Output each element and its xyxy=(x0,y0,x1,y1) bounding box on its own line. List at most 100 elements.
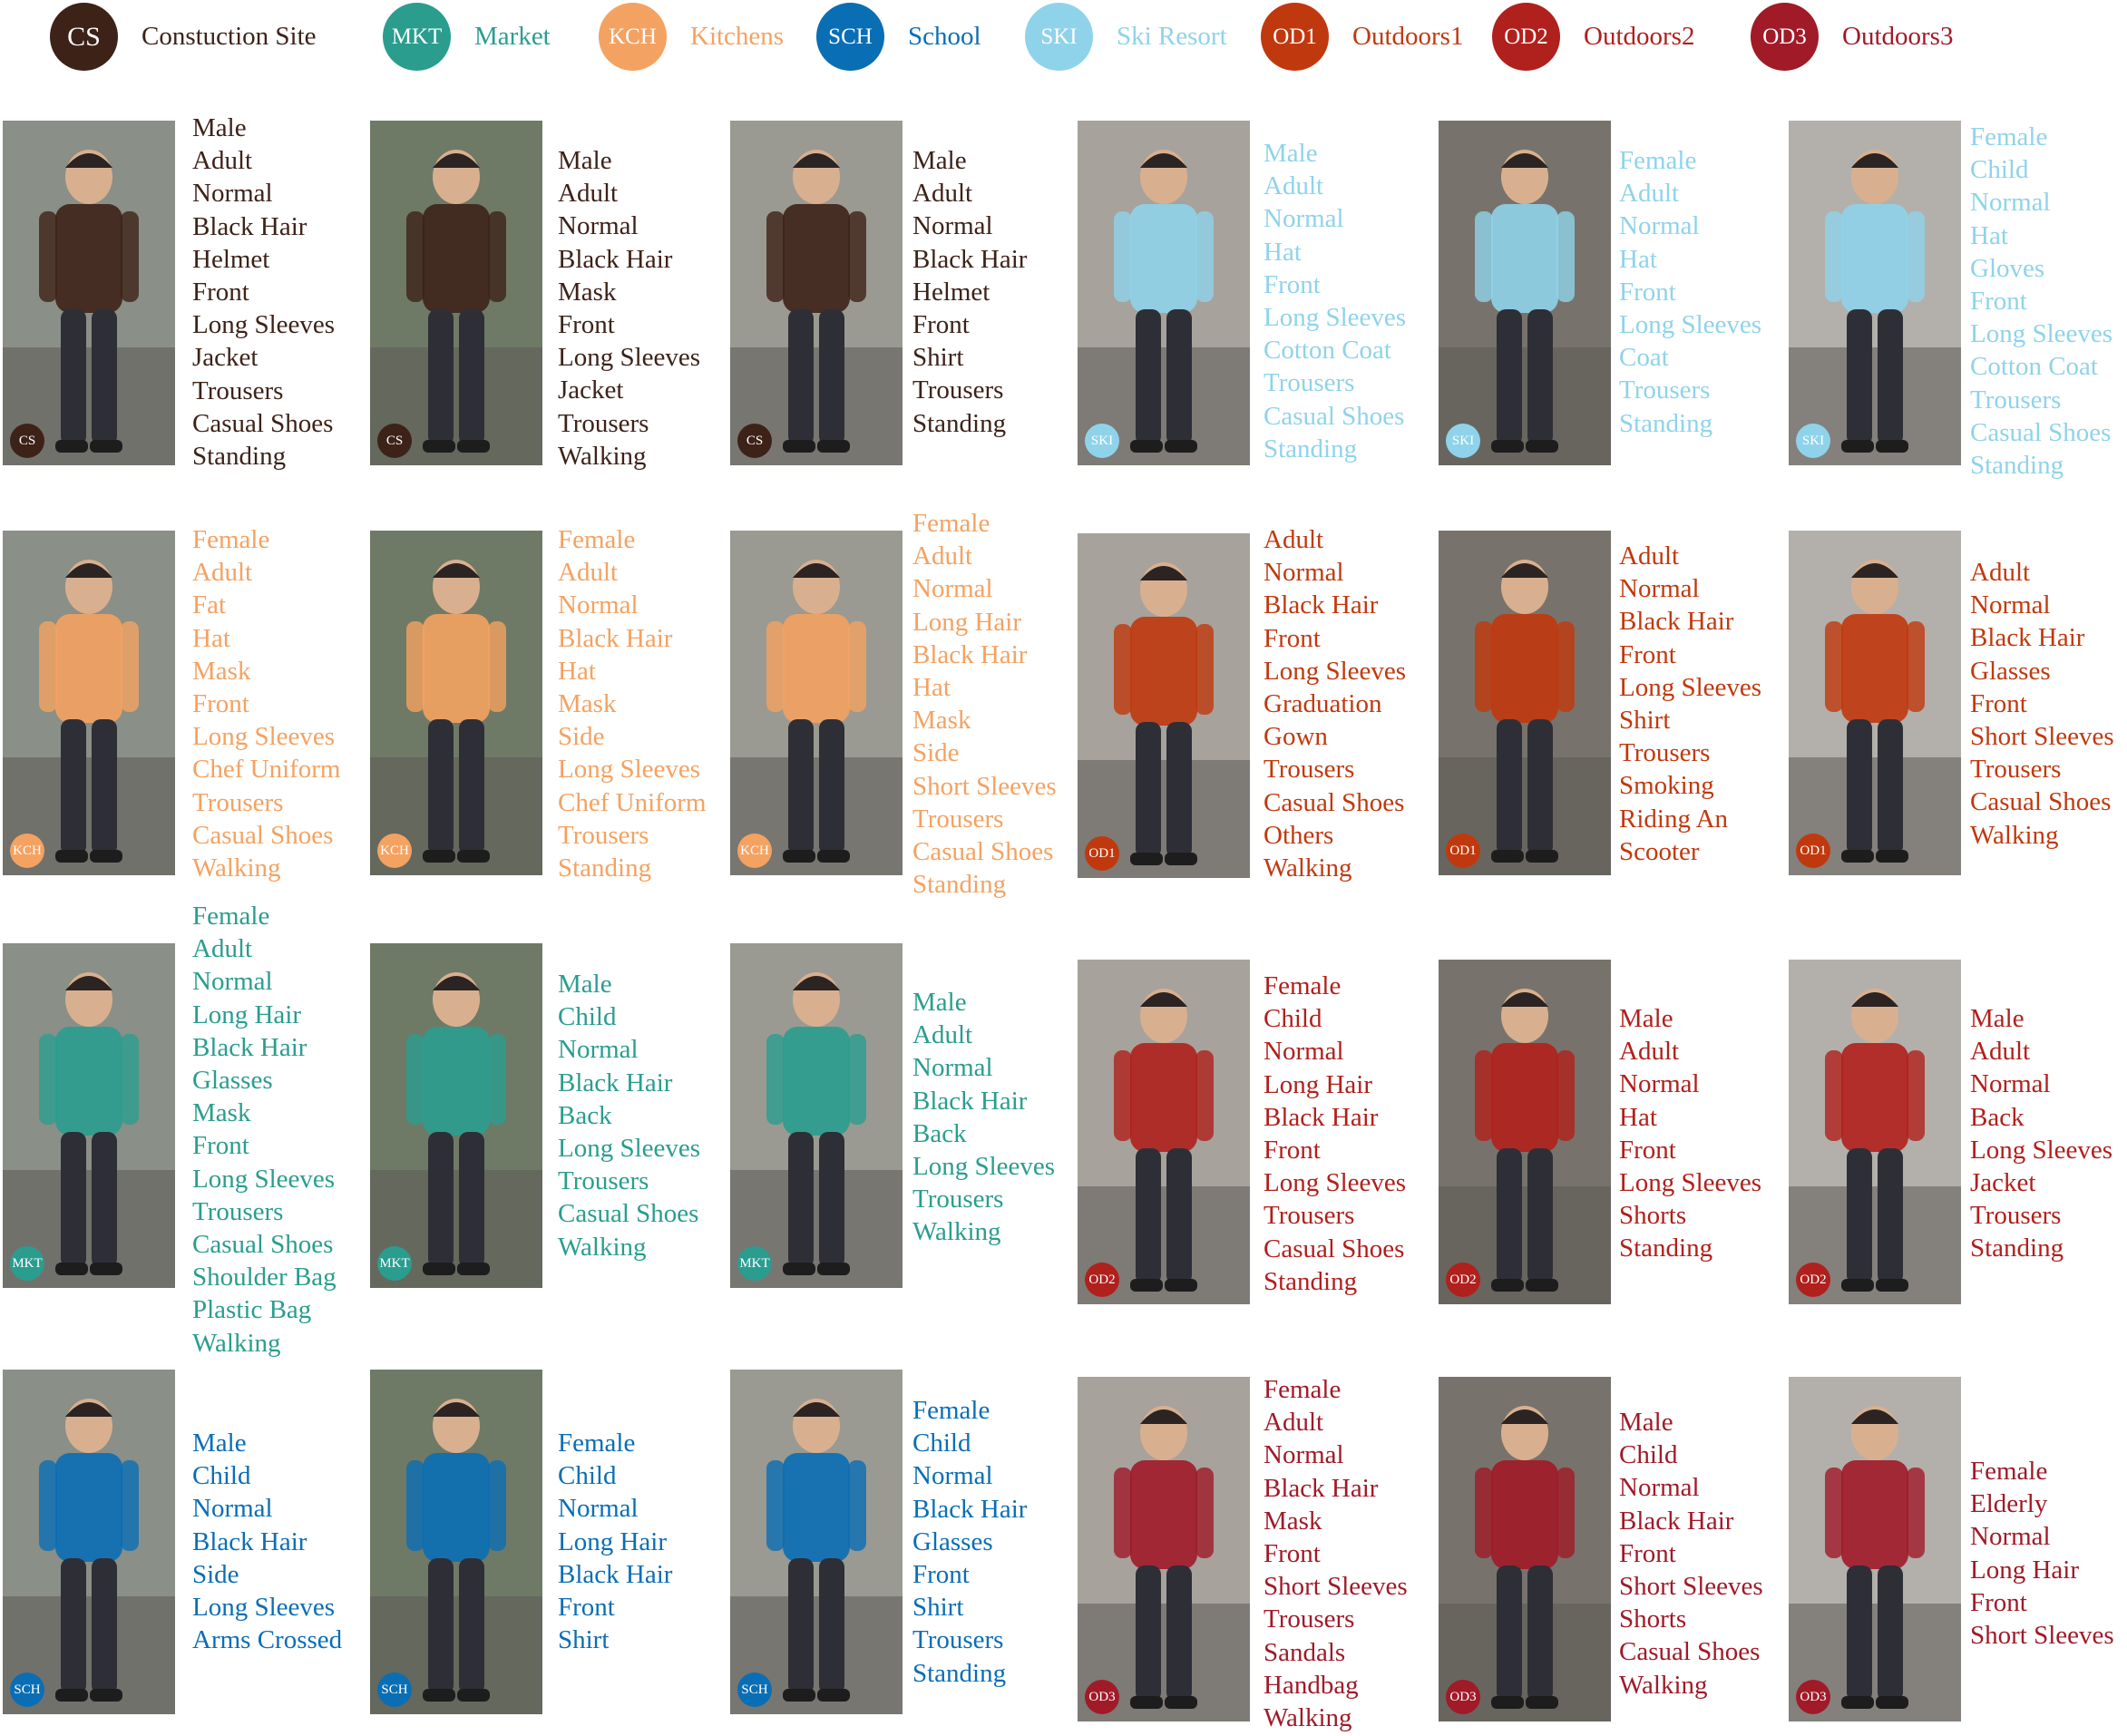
attribute-label: Normal xyxy=(912,1461,993,1491)
attribute-list: Male Child Normal Black Hair Front Short Slee… xyxy=(1619,1406,1763,1702)
scene-badge: KCH xyxy=(737,834,772,868)
attribute-label: Child xyxy=(192,1461,251,1491)
legend-label: Market xyxy=(474,22,551,51)
attribute-label: Walking xyxy=(1264,853,1352,883)
attribute-label: Shirt xyxy=(912,1593,964,1623)
attribute-label: Female xyxy=(1970,122,2048,151)
attribute-label: Long Sleeves xyxy=(1970,319,2113,349)
attribute-label: Black Hair xyxy=(912,639,1028,669)
attribute-label: Front xyxy=(192,1131,249,1161)
attribute-label: Female xyxy=(912,1396,990,1425)
attribute-label: Normal xyxy=(1264,1037,1344,1067)
attribute-label: Elderly xyxy=(1970,1489,2048,1519)
attribute-label: Normal xyxy=(192,967,273,997)
person-photo: OD3 xyxy=(1789,1377,1961,1721)
attribute-list: Female Adult Normal Long Hair Black Hair Hat M… xyxy=(912,507,1057,901)
attribute-label: Casual Shoes xyxy=(558,1199,699,1229)
attribute-label: Short Sleeves xyxy=(1619,1572,1763,1602)
attribute-label: Adult xyxy=(1264,171,1324,201)
attribute-label: Mask xyxy=(558,277,617,307)
attribute-label: Plastic Bag xyxy=(192,1295,312,1325)
attribute-list: Male Adult Normal Hat Front Long Sleeves Short… xyxy=(1619,1002,1761,1265)
attribute-label: Black Hair xyxy=(912,244,1028,274)
attribute-label: Front xyxy=(558,1593,615,1623)
attribute-label: Trousers xyxy=(558,820,649,850)
attribute-label: Adult xyxy=(912,179,973,209)
attribute-label: Fat xyxy=(192,590,227,620)
person-photo: OD2 xyxy=(1789,960,1961,1304)
attribute-label: Front xyxy=(1619,1135,1676,1165)
attribute-label: Long Sleeves xyxy=(558,1134,701,1164)
attribute-label: Walking xyxy=(192,1328,281,1358)
attribute-label: Front xyxy=(1619,639,1676,669)
attribute-label: Shirt xyxy=(1619,706,1671,736)
attribute-label: Long Sleeves xyxy=(558,343,701,373)
attribute-label: Adult xyxy=(912,541,973,571)
person-photo: OD1 xyxy=(1439,531,1611,875)
attribute-label: Adult xyxy=(912,1020,973,1050)
attribute-label: Long Sleeves xyxy=(1264,303,1407,333)
attribute-label: Long Hair xyxy=(1970,1555,2079,1585)
attribute-label: Child xyxy=(912,1429,971,1458)
attribute-label: Black Hair xyxy=(912,1494,1028,1524)
legend-circle: MKT xyxy=(383,3,451,71)
attribute-label: Normal xyxy=(558,211,639,241)
attribute-label: Trousers xyxy=(1264,368,1355,398)
scene-badge: OD1 xyxy=(1796,834,1830,868)
attribute-label: Standing xyxy=(1970,451,2064,481)
attribute-label: Glasses xyxy=(192,1066,273,1096)
attribute-label: Standing xyxy=(558,853,652,883)
attribute-label: Child xyxy=(558,1002,617,1032)
person-photo: SCH xyxy=(370,1370,542,1714)
legend-label: Kitchens xyxy=(690,22,785,51)
attribute-label: Side xyxy=(192,1559,239,1589)
attribute-label: Casual Shoes xyxy=(1264,787,1405,817)
attribute-label: Shorts xyxy=(1619,1201,1687,1231)
attribute-label: Male xyxy=(912,146,967,175)
attribute-label: Male xyxy=(1619,1004,1673,1033)
attribute-label: Trousers xyxy=(912,375,1004,405)
attribute-label: Side xyxy=(558,722,605,752)
attribute-label: Short Sleeves xyxy=(1970,1621,2114,1651)
attribute-label: Casual Shoes xyxy=(1264,401,1405,431)
attribute-label: Normal xyxy=(1970,1069,2051,1099)
attribute-label: Black Hair xyxy=(1264,1473,1379,1503)
attribute-label: Trousers xyxy=(558,408,649,438)
attribute-label: Female xyxy=(1619,146,1697,175)
attribute-label: Male xyxy=(558,146,612,175)
attribute-list: Adult Normal Black Hair Glasses Front Short S… xyxy=(1970,556,2114,852)
person-photo: SCH xyxy=(3,1370,175,1714)
attribute-label: Female xyxy=(1264,971,1342,1000)
attribute-label: Trousers xyxy=(1619,738,1711,768)
legend-circle: KCH xyxy=(599,3,667,71)
scene-badge: MKT xyxy=(737,1246,772,1281)
attribute-label: Long Sleeves xyxy=(912,1152,1056,1182)
attribute-label: Black Hair xyxy=(192,1032,307,1062)
attribute-label: Normal xyxy=(1619,574,1700,604)
scene-badge: MKT xyxy=(377,1246,412,1281)
attribute-label: Scooter xyxy=(1619,836,1700,866)
attribute-label: Standing xyxy=(912,408,1007,438)
legend-item-mkt: MKT Market xyxy=(383,3,551,71)
person-photo: OD2 xyxy=(1078,960,1250,1304)
person-photo: KCH xyxy=(3,531,175,875)
scene-badge: MKT xyxy=(10,1246,44,1281)
legend-label: School xyxy=(908,22,981,51)
attribute-list: Female Adult Normal Black Hair Hat Mask Side Lo… xyxy=(558,523,707,884)
attribute-label: Child xyxy=(1264,1004,1322,1034)
person-photo: CS xyxy=(3,121,175,465)
attribute-label: Trousers xyxy=(1970,755,2062,785)
legend-item-sch: SCH School xyxy=(816,3,981,71)
attribute-label: Front xyxy=(1970,1587,2027,1617)
attribute-label: Casual Shoes xyxy=(192,408,334,438)
attribute-label: Front xyxy=(192,689,249,719)
attribute-label: Helmet xyxy=(912,277,990,307)
attribute-label: Walking xyxy=(1619,1670,1708,1700)
attribute-label: Shoulder Bag xyxy=(192,1263,337,1292)
attribute-label: Mask xyxy=(192,1098,251,1128)
attribute-label: Casual Shoes xyxy=(1619,1637,1761,1667)
attribute-label: Walking xyxy=(558,441,647,471)
attribute-label: Normal xyxy=(1970,1522,2051,1552)
attribute-label: Hat xyxy=(192,623,230,653)
attribute-label: Adult xyxy=(1970,558,2031,587)
